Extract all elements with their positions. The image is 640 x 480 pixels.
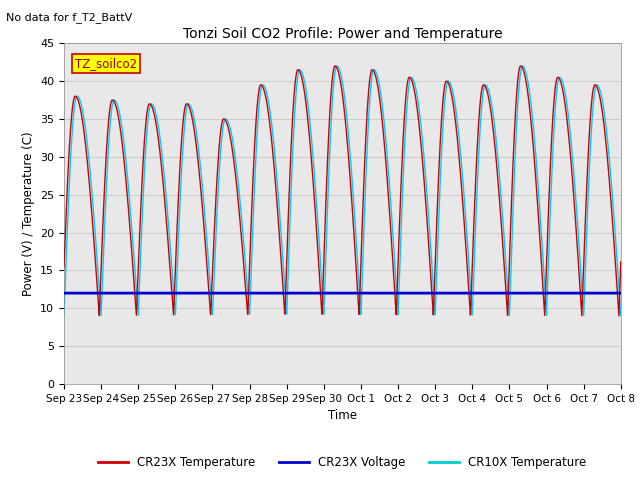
Text: TZ_soilco2: TZ_soilco2 [75, 57, 137, 70]
Y-axis label: Power (V) / Temperature (C): Power (V) / Temperature (C) [22, 132, 35, 296]
Text: No data for f_T2_BattV: No data for f_T2_BattV [6, 12, 132, 23]
X-axis label: Time: Time [328, 409, 357, 422]
Legend: CR23X Temperature, CR23X Voltage, CR10X Temperature: CR23X Temperature, CR23X Voltage, CR10X … [93, 451, 591, 474]
Title: Tonzi Soil CO2 Profile: Power and Temperature: Tonzi Soil CO2 Profile: Power and Temper… [182, 27, 502, 41]
